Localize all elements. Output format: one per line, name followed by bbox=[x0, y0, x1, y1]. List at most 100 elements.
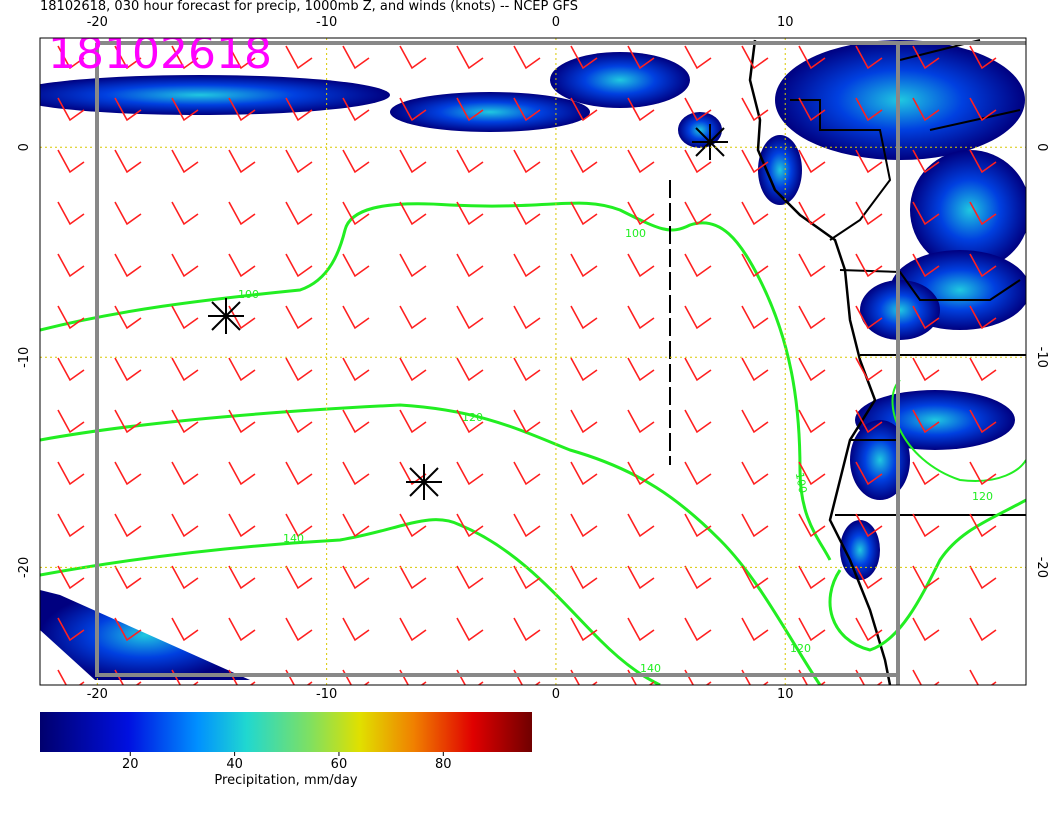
wind-barb bbox=[456, 201, 484, 226]
wind-barb bbox=[855, 409, 883, 434]
wind-barb bbox=[684, 409, 712, 434]
wind-barb bbox=[285, 409, 313, 434]
wind-barb bbox=[570, 669, 598, 685]
wind-barb bbox=[855, 97, 883, 122]
wind-barb bbox=[114, 253, 142, 278]
wind-barb bbox=[855, 201, 883, 226]
wind-barb bbox=[228, 461, 256, 486]
x-tick-label: -20 bbox=[87, 15, 108, 30]
wind-barb bbox=[57, 253, 85, 278]
precip-areas bbox=[40, 40, 1026, 680]
wind-barb bbox=[114, 461, 142, 486]
wind-barb bbox=[798, 97, 826, 122]
wind-barb bbox=[171, 409, 199, 434]
wind-barb bbox=[741, 357, 769, 382]
wind-barb bbox=[57, 409, 85, 434]
wind-barb bbox=[228, 97, 256, 122]
wind-barb bbox=[912, 201, 940, 226]
wind-barb bbox=[513, 305, 541, 330]
wind-barb bbox=[570, 357, 598, 382]
wind-barb bbox=[855, 45, 883, 70]
wind-barb bbox=[513, 565, 541, 590]
wind-barb bbox=[171, 305, 199, 330]
wind-barb bbox=[855, 513, 883, 538]
wind-barb bbox=[285, 669, 313, 685]
wind-barb bbox=[228, 45, 256, 70]
wind-barb bbox=[285, 45, 313, 70]
wind-barb bbox=[114, 669, 142, 685]
wind-barb bbox=[114, 201, 142, 226]
wind-barb bbox=[627, 565, 655, 590]
wind-barb bbox=[342, 513, 370, 538]
wind-barb bbox=[570, 513, 598, 538]
wind-barb bbox=[456, 97, 484, 122]
wind-barb bbox=[513, 513, 541, 538]
wind-barb bbox=[570, 253, 598, 278]
wind-barb bbox=[171, 513, 199, 538]
coastline bbox=[748, 39, 1026, 685]
wind-barb bbox=[627, 461, 655, 486]
wind-barb bbox=[684, 357, 712, 382]
wind-barb bbox=[228, 565, 256, 590]
wind-barb bbox=[912, 357, 940, 382]
wind-barb bbox=[285, 461, 313, 486]
wind-barb bbox=[627, 617, 655, 642]
wind-barb bbox=[912, 253, 940, 278]
wind-barb bbox=[171, 45, 199, 70]
y-tick-label: -20 bbox=[17, 557, 32, 578]
wind-barb bbox=[456, 409, 484, 434]
wind-barb bbox=[627, 357, 655, 382]
wind-barb bbox=[741, 409, 769, 434]
wind-barb bbox=[855, 149, 883, 174]
date-stamp: 18102618 bbox=[48, 28, 272, 79]
x-tick-label: -10 bbox=[316, 687, 337, 702]
wind-barb bbox=[855, 253, 883, 278]
wind-barb bbox=[513, 253, 541, 278]
wind-barb bbox=[228, 201, 256, 226]
wind-barb bbox=[399, 513, 427, 538]
wind-barb bbox=[456, 305, 484, 330]
contour-label: 120 bbox=[972, 490, 993, 503]
wind-barb bbox=[912, 461, 940, 486]
wind-barb bbox=[969, 149, 997, 174]
wind-barb bbox=[912, 97, 940, 122]
contour-label: 140 bbox=[640, 662, 661, 675]
wind-barb bbox=[285, 617, 313, 642]
wind-barb bbox=[342, 565, 370, 590]
wind-barb bbox=[57, 97, 85, 122]
wind-barb bbox=[684, 305, 712, 330]
wind-barb bbox=[399, 201, 427, 226]
wind-barb bbox=[399, 305, 427, 330]
wind-barb bbox=[627, 409, 655, 434]
wind-barb bbox=[798, 305, 826, 330]
wind-barb bbox=[741, 461, 769, 486]
wind-barb bbox=[114, 617, 142, 642]
wind-barb bbox=[741, 617, 769, 642]
wind-barb bbox=[399, 669, 427, 685]
wind-barb bbox=[228, 409, 256, 434]
wind-barb bbox=[798, 149, 826, 174]
wind-barb bbox=[855, 305, 883, 330]
wind-barb bbox=[399, 357, 427, 382]
y-tick-label: 0 bbox=[17, 143, 32, 151]
wind-barb bbox=[285, 149, 313, 174]
wind-barb bbox=[684, 149, 712, 174]
wind-barb bbox=[969, 669, 997, 685]
wind-barb bbox=[285, 97, 313, 122]
wind-barb bbox=[627, 45, 655, 70]
wind-barb bbox=[969, 253, 997, 278]
contour-label: 100 bbox=[625, 227, 646, 240]
wind-barb bbox=[342, 149, 370, 174]
wind-barb bbox=[228, 305, 256, 330]
wind-barb bbox=[57, 45, 85, 70]
wind-barb bbox=[798, 253, 826, 278]
wind-barb bbox=[912, 617, 940, 642]
wind-barb bbox=[627, 669, 655, 685]
wind-barb bbox=[855, 565, 883, 590]
wind-barb bbox=[684, 201, 712, 226]
wind-barb bbox=[684, 513, 712, 538]
wind-barb bbox=[57, 617, 85, 642]
wind-barb bbox=[912, 565, 940, 590]
y-tick-label: -20 bbox=[1034, 557, 1049, 578]
wind-barb bbox=[513, 669, 541, 685]
